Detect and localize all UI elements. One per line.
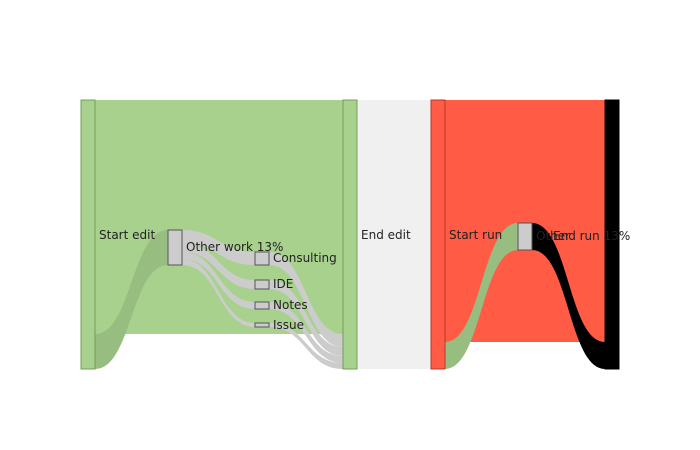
link-issue-to-end-edit[interactable] <box>269 323 343 369</box>
node-start-run[interactable] <box>430 99 446 370</box>
node-ide[interactable] <box>254 279 270 290</box>
node-end-run[interactable] <box>604 99 620 370</box>
node-label-other-run: Other <box>536 229 570 243</box>
links-layer <box>95 100 605 369</box>
link-start-run-to-end-run[interactable] <box>445 100 605 342</box>
link-other-work-to-consulting[interactable] <box>182 230 255 265</box>
link-consulting-to-end-edit[interactable] <box>269 252 343 347</box>
link-start-run-to-other-run[interactable] <box>445 223 518 369</box>
link-other-work-to-notes[interactable] <box>182 252 255 309</box>
node-consulting[interactable] <box>254 251 270 266</box>
link-start-edit-to-end-edit[interactable] <box>95 100 343 334</box>
link-notes-to-end-edit[interactable] <box>269 302 343 363</box>
node-label-consulting: Consulting <box>273 251 337 265</box>
labels-layer: Start edit Other work 13%Consulting IDE Not… <box>99 228 630 332</box>
link-end-edit-to-start-run[interactable] <box>357 100 431 369</box>
node-label-ide: IDE <box>273 277 293 291</box>
node-notes[interactable] <box>254 301 270 310</box>
node-start-edit[interactable] <box>80 99 96 370</box>
node-label-end-edit: End edit <box>361 228 411 242</box>
node-other-run[interactable] <box>517 222 533 251</box>
nodes-layer <box>80 99 620 370</box>
node-label-issue: Issue <box>273 318 304 332</box>
node-label-notes: Notes <box>273 298 308 312</box>
link-other-work-to-issue[interactable] <box>182 259 255 327</box>
node-label-other-work: Other work 13% <box>186 240 283 254</box>
node-end-edit[interactable] <box>342 99 358 370</box>
node-label-end-run: End run 13% <box>553 229 630 243</box>
node-other-work[interactable] <box>167 229 183 266</box>
link-other-run-to-end-run[interactable] <box>532 223 605 369</box>
node-label-start-edit: Start edit <box>99 228 155 242</box>
link-other-work-to-ide[interactable] <box>182 243 255 289</box>
node-label-start-run: Start run <box>449 228 502 242</box>
link-start-edit-to-other-work[interactable] <box>95 230 168 369</box>
link-ide-to-end-edit[interactable] <box>269 280 343 356</box>
node-issue[interactable] <box>254 322 270 328</box>
